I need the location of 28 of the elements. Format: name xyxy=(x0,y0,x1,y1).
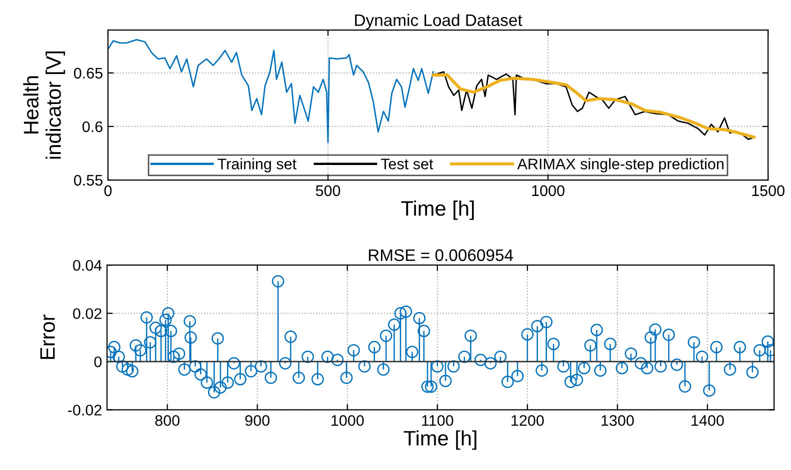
x-tick-label: 1200 xyxy=(512,415,544,426)
x-tick-label: 1000 xyxy=(332,415,364,426)
y-tick-label: 0.04 xyxy=(73,260,102,271)
legend-label: ARIMAX single-step prediction xyxy=(517,158,724,172)
y-tick-label: 0.65 xyxy=(74,68,102,79)
line-series xyxy=(108,39,434,144)
legend-label: Training set xyxy=(218,158,296,172)
y-tick-label: -0.02 xyxy=(68,404,102,416)
x-tick-label: 1100 xyxy=(422,415,454,426)
y-tick-label: 0.55 xyxy=(74,174,102,186)
chart-title: Dynamic Load Dataset xyxy=(355,14,522,30)
y-tick-label: 0 xyxy=(94,356,102,368)
legend-label: Test set xyxy=(380,158,434,170)
x-axis-title: Time [h] xyxy=(401,200,474,220)
x-tick-label: 1400 xyxy=(692,415,724,426)
x-tick-label: 800 xyxy=(155,415,180,426)
chart-title: RMSE = 0.0060954 xyxy=(368,249,514,262)
x-tick-label: 500 xyxy=(316,185,340,196)
x-tick-label: 900 xyxy=(245,415,270,426)
x-axis-title: Time [h] xyxy=(404,430,476,450)
y-axis-title: Error xyxy=(40,314,55,359)
x-tick-label: 0 xyxy=(104,185,112,196)
y-tick-label: 0.6 xyxy=(82,121,102,132)
y-axis-title: Health indicator [V] xyxy=(23,52,66,159)
y-tick-label: 0.02 xyxy=(73,308,102,320)
x-tick-label: 1300 xyxy=(602,415,634,426)
x-tick-label: 1000 xyxy=(532,185,564,196)
x-tick-label: 1500 xyxy=(752,185,784,196)
